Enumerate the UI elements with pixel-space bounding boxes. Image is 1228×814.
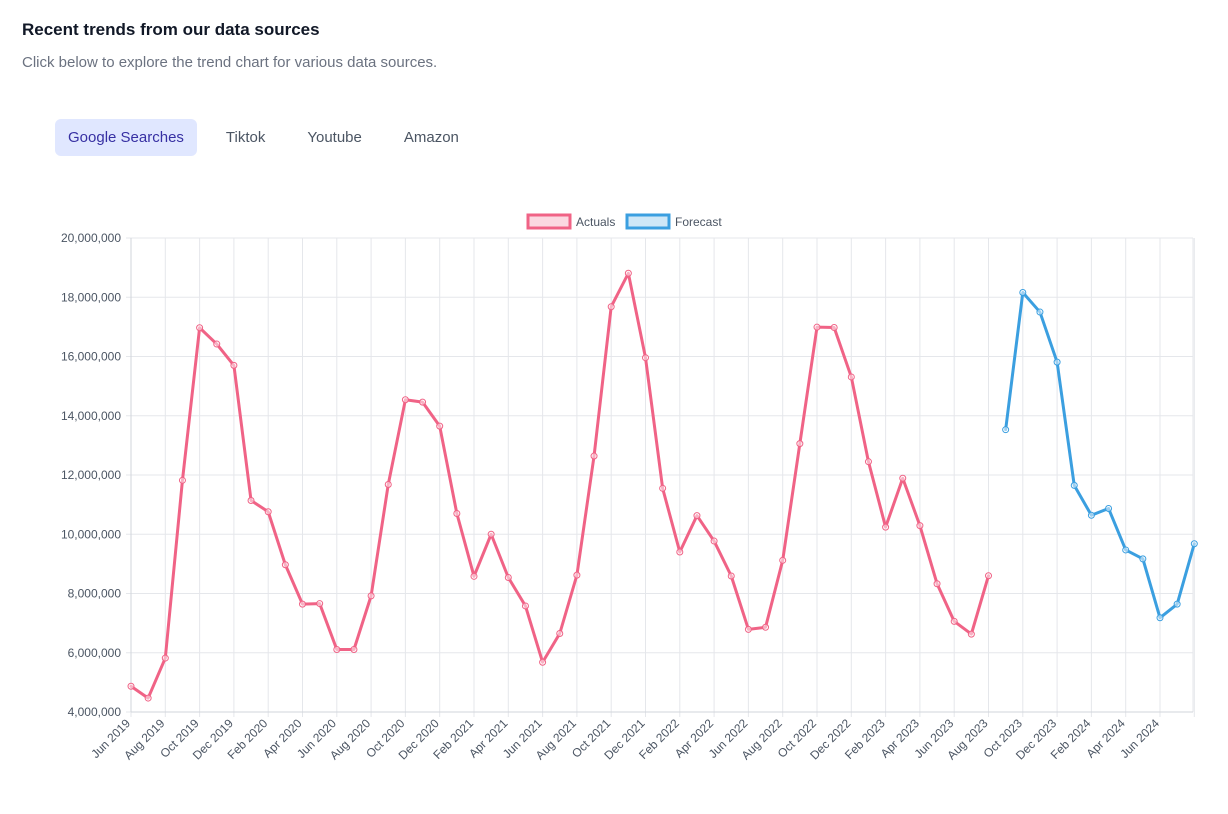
actuals-point <box>299 600 306 608</box>
actuals-point <box>830 323 838 331</box>
forecast-point <box>1156 614 1164 622</box>
actuals-point <box>333 645 341 653</box>
legend-label-forecast: Forecast <box>675 215 722 229</box>
actuals-point <box>436 422 444 430</box>
y-tick-label: 6,000,000 <box>68 646 122 660</box>
actuals-point <box>916 522 924 530</box>
chart-axes <box>130 238 1193 713</box>
actuals-point <box>950 617 958 625</box>
forecast-point <box>1053 358 1061 366</box>
legend-swatch-forecast <box>625 213 671 230</box>
actuals-point <box>899 474 907 482</box>
actuals-point <box>453 510 461 518</box>
actuals-point <box>813 323 821 331</box>
actuals-point <box>264 508 272 516</box>
actuals-point <box>367 592 375 600</box>
actuals-point <box>350 645 358 653</box>
y-tick-label: 18,000,000 <box>61 290 121 304</box>
forecast-point <box>1070 481 1078 489</box>
actuals-point <box>779 556 787 564</box>
tab-tiktok[interactable]: Tiktok <box>225 129 266 146</box>
actuals-point <box>882 523 890 531</box>
forecast-line <box>1004 291 1196 620</box>
forecast-point <box>1190 540 1198 548</box>
actuals-point <box>213 340 221 348</box>
forecast-point <box>1173 600 1181 608</box>
actuals-point <box>230 361 238 369</box>
legend-swatch-actuals <box>526 213 572 230</box>
y-tick-label: 16,000,000 <box>61 350 121 364</box>
actuals-point <box>727 572 735 580</box>
actuals-point <box>419 398 427 406</box>
actuals-point <box>676 548 684 556</box>
actuals-point <box>521 602 529 610</box>
actuals-point <box>659 484 667 492</box>
actuals-point <box>796 440 804 448</box>
trend-chart: 4,000,000 6,000,000 8,000,000 10,000,000 12,… <box>0 200 1228 809</box>
forecast-point <box>1139 555 1147 563</box>
actuals-point <box>504 574 512 581</box>
actuals-point <box>762 623 770 631</box>
actuals-point <box>744 625 752 633</box>
actuals-point <box>401 396 409 404</box>
actuals-point <box>847 373 855 381</box>
actuals-point <box>487 530 495 538</box>
forecast-point <box>1105 504 1113 512</box>
y-tick-label: 12,000,000 <box>61 468 121 482</box>
actuals-point <box>607 303 615 311</box>
actuals-point <box>693 512 701 520</box>
actuals-point <box>127 682 135 690</box>
actuals-point <box>196 324 204 332</box>
forecast-point <box>1087 511 1095 519</box>
chart-legend[interactable]: Actuals Forecast <box>526 213 722 230</box>
forecast-point <box>1002 426 1010 434</box>
actuals-point <box>384 480 392 488</box>
actuals-point <box>967 630 975 638</box>
actuals-point <box>556 629 564 637</box>
actuals-point <box>316 600 324 608</box>
actuals-point <box>161 654 169 662</box>
trend-chart-svg: 4,000,000 6,000,000 8,000,000 10,000,000 12,… <box>61 213 1198 762</box>
actuals-point <box>281 561 289 569</box>
forecast-point <box>1019 289 1027 297</box>
actuals-point <box>933 580 941 588</box>
y-tick-label: 20,000,000 <box>61 231 121 245</box>
legend-label-actuals: Actuals <box>576 215 615 229</box>
forecast-point <box>1122 546 1130 554</box>
actuals-point <box>624 269 632 277</box>
chart-grid <box>126 237 1195 717</box>
source-tabs: Google Searches Tiktok Youtube Amazon <box>55 119 488 156</box>
y-axis-ticks: 4,000,000 6,000,000 8,000,000 10,000,000 12,… <box>61 231 121 719</box>
legend-item-actuals[interactable]: Actuals <box>526 213 615 230</box>
actuals-point <box>539 658 547 666</box>
actuals-point <box>573 571 581 579</box>
actuals-point <box>144 694 152 702</box>
actuals-point <box>247 496 255 504</box>
actuals-point <box>470 572 478 580</box>
y-tick-label: 10,000,000 <box>61 527 121 541</box>
actuals-point <box>710 537 718 545</box>
header: Recent trends from our data sources Clic… <box>22 18 1202 74</box>
actuals-point <box>985 572 992 580</box>
y-tick-label: 14,000,000 <box>61 409 121 423</box>
tab-youtube[interactable]: Youtube <box>307 129 362 146</box>
chart-series <box>127 269 1198 702</box>
forecast-point <box>1036 308 1044 316</box>
legend-item-forecast[interactable]: Forecast <box>625 213 722 230</box>
page-title: Recent trends from our data sources <box>22 20 320 39</box>
actuals-point <box>642 354 649 362</box>
actuals-point <box>590 452 598 460</box>
actuals-point <box>178 476 186 484</box>
tab-amazon[interactable]: Amazon <box>403 129 459 146</box>
y-tick-label: 8,000,000 <box>68 587 122 601</box>
actuals-point <box>864 458 872 466</box>
page-subtitle: Click below to explore the trend chart f… <box>22 54 438 71</box>
tab-google-searches[interactable]: Google Searches <box>55 119 197 156</box>
y-tick-label: 4,000,000 <box>68 705 122 719</box>
